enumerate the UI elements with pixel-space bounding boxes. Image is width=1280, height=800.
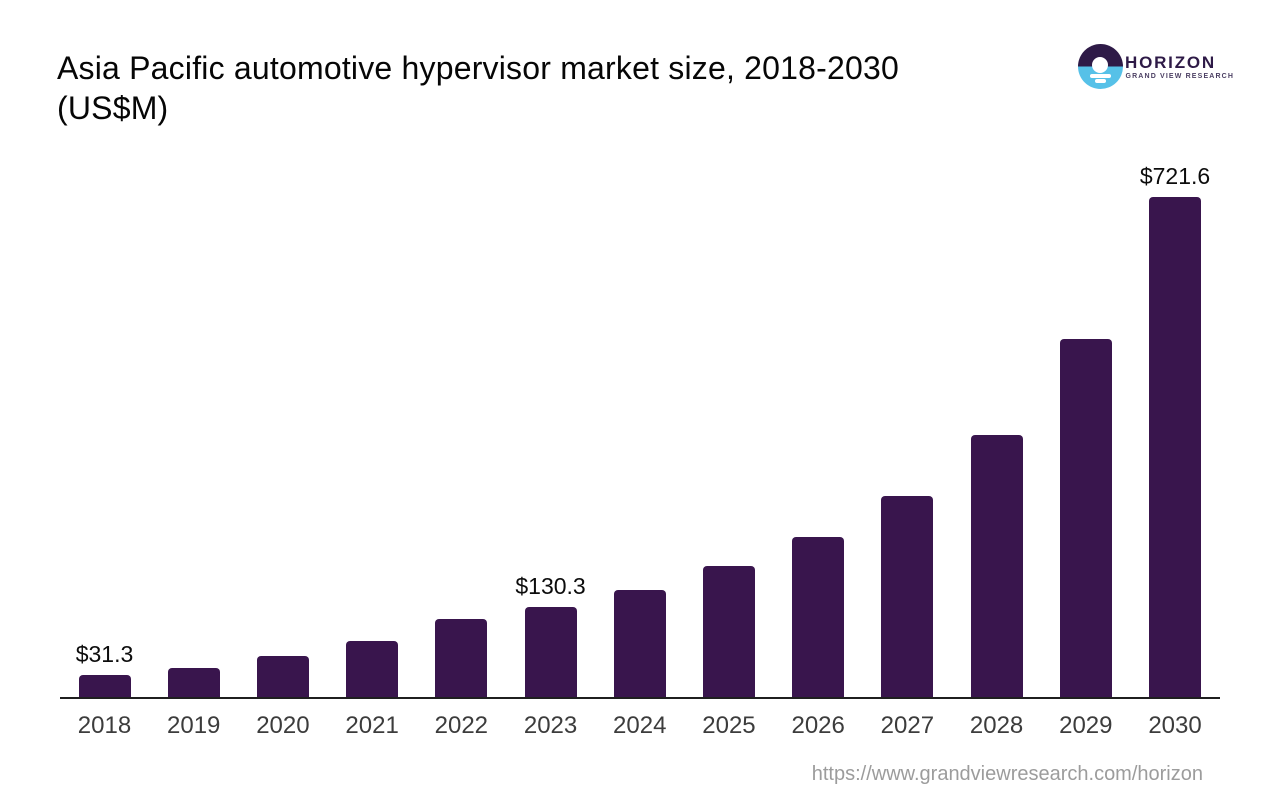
bar-2028	[970, 435, 1023, 697]
bar-2019	[167, 667, 220, 697]
bar-2023	[524, 606, 577, 697]
x-tick-2024: 2024	[613, 712, 667, 739]
sun-reflection-wide-icon	[1090, 74, 1111, 78]
horizon-logo: HORIZON GRAND VIEW RESEARCH	[1078, 44, 1233, 90]
page-title-line1: Asia Pacific automotive hypervisor marke…	[57, 50, 900, 86]
x-tick-2030: 2030	[1148, 712, 1202, 739]
page-title-line2: (US$M)	[57, 90, 169, 126]
x-tick-2018: 2018	[77, 712, 132, 739]
logo-subtitle: GRAND VIEW RESEARCH	[1125, 73, 1235, 80]
page-title: Asia Pacific automotive hypervisor marke…	[57, 48, 1017, 128]
horizon-sun-icon	[1078, 44, 1123, 89]
x-tick-2023: 2023	[523, 712, 578, 739]
x-tick-2022: 2022	[434, 712, 489, 739]
sun-circle-icon	[1092, 57, 1108, 73]
x-tick-2025: 2025	[702, 712, 756, 739]
value-label-2023: $130.3	[515, 572, 586, 599]
x-tick-2026: 2026	[791, 712, 845, 739]
x-axis-line	[60, 697, 1220, 699]
bar-2024	[613, 589, 666, 697]
source-url-link[interactable]: https://www.grandviewresearch.com/horizo…	[811, 763, 1203, 785]
bar-2018	[78, 675, 131, 697]
bar-2029	[1059, 338, 1112, 697]
logo-wordmark: HORIZON	[1125, 53, 1216, 72]
value-label-2030: $721.6	[1139, 162, 1211, 189]
bar-2030	[1149, 196, 1202, 697]
x-tick-2028: 2028	[969, 712, 1024, 739]
value-label-2018: $31.3	[75, 641, 134, 668]
sun-reflection-narrow-icon	[1095, 79, 1106, 83]
x-tick-2021: 2021	[345, 712, 399, 739]
bar-2020	[256, 656, 309, 697]
bar-2025	[702, 566, 755, 697]
x-tick-2027: 2027	[880, 712, 935, 739]
x-tick-2020: 2020	[256, 712, 310, 739]
bar-2021	[346, 641, 399, 697]
bar-2022	[435, 619, 488, 697]
bar-2027	[881, 495, 934, 697]
x-tick-2029: 2029	[1059, 712, 1113, 739]
x-tick-2019: 2019	[167, 712, 221, 739]
bar-2026	[792, 537, 845, 697]
